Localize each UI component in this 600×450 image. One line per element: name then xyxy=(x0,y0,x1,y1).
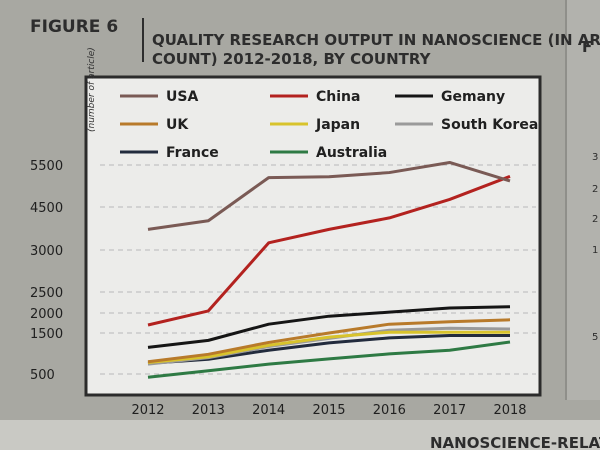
y-tick-label: 2000 xyxy=(30,307,63,322)
chart-title-line2: COUNT) 2012-2018, BY COUNTRY xyxy=(152,50,432,68)
y-tick-label: 500 xyxy=(30,368,55,383)
series-lines xyxy=(147,160,511,379)
right-edge-ticks: 3 2 2 1 5 xyxy=(592,152,598,343)
series-line-japan xyxy=(147,330,510,365)
x-tick-label: 2017 xyxy=(433,403,466,418)
legend: USA China Gemany UK Japan South Korea France Au… xyxy=(120,89,538,161)
y-tick-label: 4500 xyxy=(30,201,63,216)
x-tick-label: 2015 xyxy=(312,403,345,418)
y-tick-label: 2500 xyxy=(30,286,63,301)
y-tick-label: 3000 xyxy=(30,244,63,259)
y-tick-labels: 500 1500 2000 2500 3000 4500 5500 xyxy=(30,159,63,383)
legend-label: France xyxy=(166,145,219,161)
x-tick-label: 2018 xyxy=(493,403,526,418)
y-tick-label: 5500 xyxy=(30,159,63,174)
series-line-gemany xyxy=(147,305,511,349)
right-panel-letter: F xyxy=(582,38,592,56)
right-panel xyxy=(566,0,600,400)
right-edge-tick: 2 xyxy=(592,184,598,195)
x-tick-label: 2016 xyxy=(373,403,406,418)
right-edge-tick: 2 xyxy=(592,214,598,225)
series-line-france xyxy=(147,333,510,365)
y-tick-label: 1500 xyxy=(30,327,63,342)
figure-label: FIGURE 6 xyxy=(30,17,118,37)
footer-heading: NANOSCIENCE-RELATED P xyxy=(430,434,600,450)
x-tick-label: 2014 xyxy=(252,403,285,418)
legend-label: Australia xyxy=(316,145,387,161)
right-edge-tick: 5 xyxy=(592,332,598,343)
footer-strip xyxy=(0,420,600,450)
legend-label: Japan xyxy=(315,117,360,133)
right-edge-tick: 1 xyxy=(592,245,598,256)
right-edge-tick: 3 xyxy=(592,152,598,163)
legend-label: China xyxy=(316,89,360,105)
legend-label: UK xyxy=(166,117,189,133)
series-line-usa xyxy=(147,160,511,231)
x-tick-label: 2013 xyxy=(192,403,225,418)
x-tick-labels: 2012 2013 2014 2015 2016 2017 2018 xyxy=(131,403,526,418)
series-line-china xyxy=(147,174,511,327)
legend-label: USA xyxy=(166,89,198,105)
y-axis-label: (number of article) xyxy=(87,47,97,132)
series-line-australia xyxy=(147,340,511,379)
series-line-uk xyxy=(147,318,511,364)
legend-label: South Korea xyxy=(441,117,538,133)
x-tick-label: 2012 xyxy=(131,403,164,418)
chart-title-line1: QUALITY RESEARCH OUTPUT IN NANOSCIENCE (… xyxy=(152,31,600,49)
legend-label: Gemany xyxy=(441,89,505,105)
